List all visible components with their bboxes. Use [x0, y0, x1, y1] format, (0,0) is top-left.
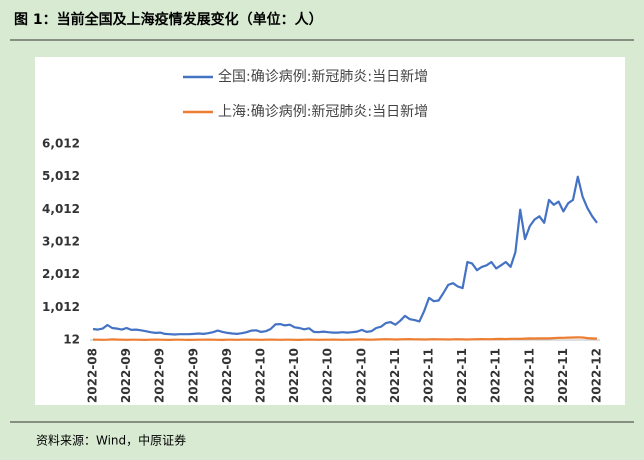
series-line — [92, 175, 598, 336]
x-tick-label: 2022-10 — [254, 348, 268, 403]
x-tick-label: 2022-09 — [186, 348, 200, 403]
figure-title: 图 1：当前全国及上海疫情发展变化（单位：人） — [14, 11, 323, 28]
y-tick-label: 5,012 — [42, 169, 80, 183]
y-tick-label: 6,012 — [42, 137, 80, 151]
series-line — [92, 336, 598, 341]
x-tick-label: 2022-09 — [119, 348, 133, 403]
chart-area — [35, 57, 625, 405]
x-tick-label: 2022-11 — [522, 348, 536, 403]
x-tick-label: 2022-10 — [287, 348, 301, 403]
y-tick-label: 1,012 — [42, 300, 80, 314]
x-tick-label: 2022-09 — [220, 348, 234, 403]
y-tick-label: 12 — [63, 333, 80, 347]
x-tick-label: 2022-11 — [388, 348, 402, 403]
x-tick-label: 2022-10 — [321, 348, 335, 403]
x-tick-label: 2022-11 — [556, 348, 570, 403]
y-tick-label: 3,012 — [42, 235, 80, 249]
x-tick-label: 2022-11 — [489, 348, 503, 403]
y-tick-label: 2,012 — [42, 267, 80, 281]
x-tick-label: 2022-08 — [86, 348, 100, 403]
x-tick-label: 2022-09 — [153, 348, 167, 403]
source-note: 资料来源：Wind，中原证券 — [36, 433, 186, 448]
x-tick-label: 2022-11 — [422, 348, 436, 403]
x-tick-label: 2022-10 — [354, 348, 368, 403]
y-tick-label: 4,012 — [42, 202, 80, 216]
x-tick-label: 2022-12 — [590, 348, 604, 403]
legend-label: 上海:确诊病例:新冠肺炎:当日新增 — [218, 104, 428, 120]
x-tick-label: 2022-11 — [455, 348, 469, 403]
legend-label: 全国:确诊病例:新冠肺炎:当日新增 — [218, 68, 428, 85]
